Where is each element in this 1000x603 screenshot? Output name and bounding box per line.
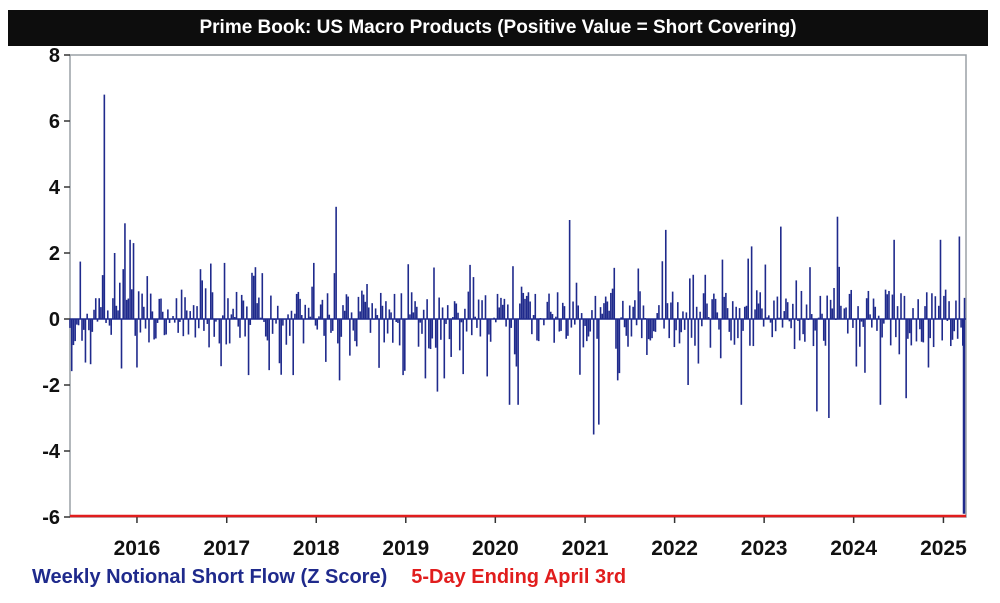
y-tick-label: -2 <box>42 375 60 397</box>
chart-title: Prime Book: US Macro Products (Positive … <box>8 10 988 46</box>
x-tick-label: 2018 <box>293 537 340 560</box>
x-tick-label: 2023 <box>741 537 788 560</box>
x-tick-label: 2019 <box>382 537 429 560</box>
y-tick-label: -4 <box>42 441 61 463</box>
x-tick-label: 2016 <box>114 537 161 560</box>
y-tick-label: 4 <box>49 177 61 199</box>
x-tick-label: 2024 <box>830 537 877 560</box>
x-tick-label: 2022 <box>651 537 698 560</box>
plot-frame <box>69 54 967 518</box>
x-tick-label: 2017 <box>203 537 250 560</box>
legend-item-weekly: Weekly Notional Short Flow (Z Score) <box>32 565 388 588</box>
y-tick-label: -6 <box>42 507 60 529</box>
y-tick-label: 2 <box>49 243 60 265</box>
legend: Weekly Notional Short Flow (Z Score) 5-D… <box>32 562 626 592</box>
y-tick-label: 0 <box>49 309 60 331</box>
x-tick-label: 2021 <box>562 537 609 560</box>
legend-item-5day: 5-Day Ending April 3rd <box>411 565 627 588</box>
y-tick-label: 8 <box>49 45 60 67</box>
y-tick-label: 6 <box>49 111 60 133</box>
x-tick-label: 2020 <box>472 537 519 560</box>
x-tick-label: 2025 <box>920 537 967 560</box>
